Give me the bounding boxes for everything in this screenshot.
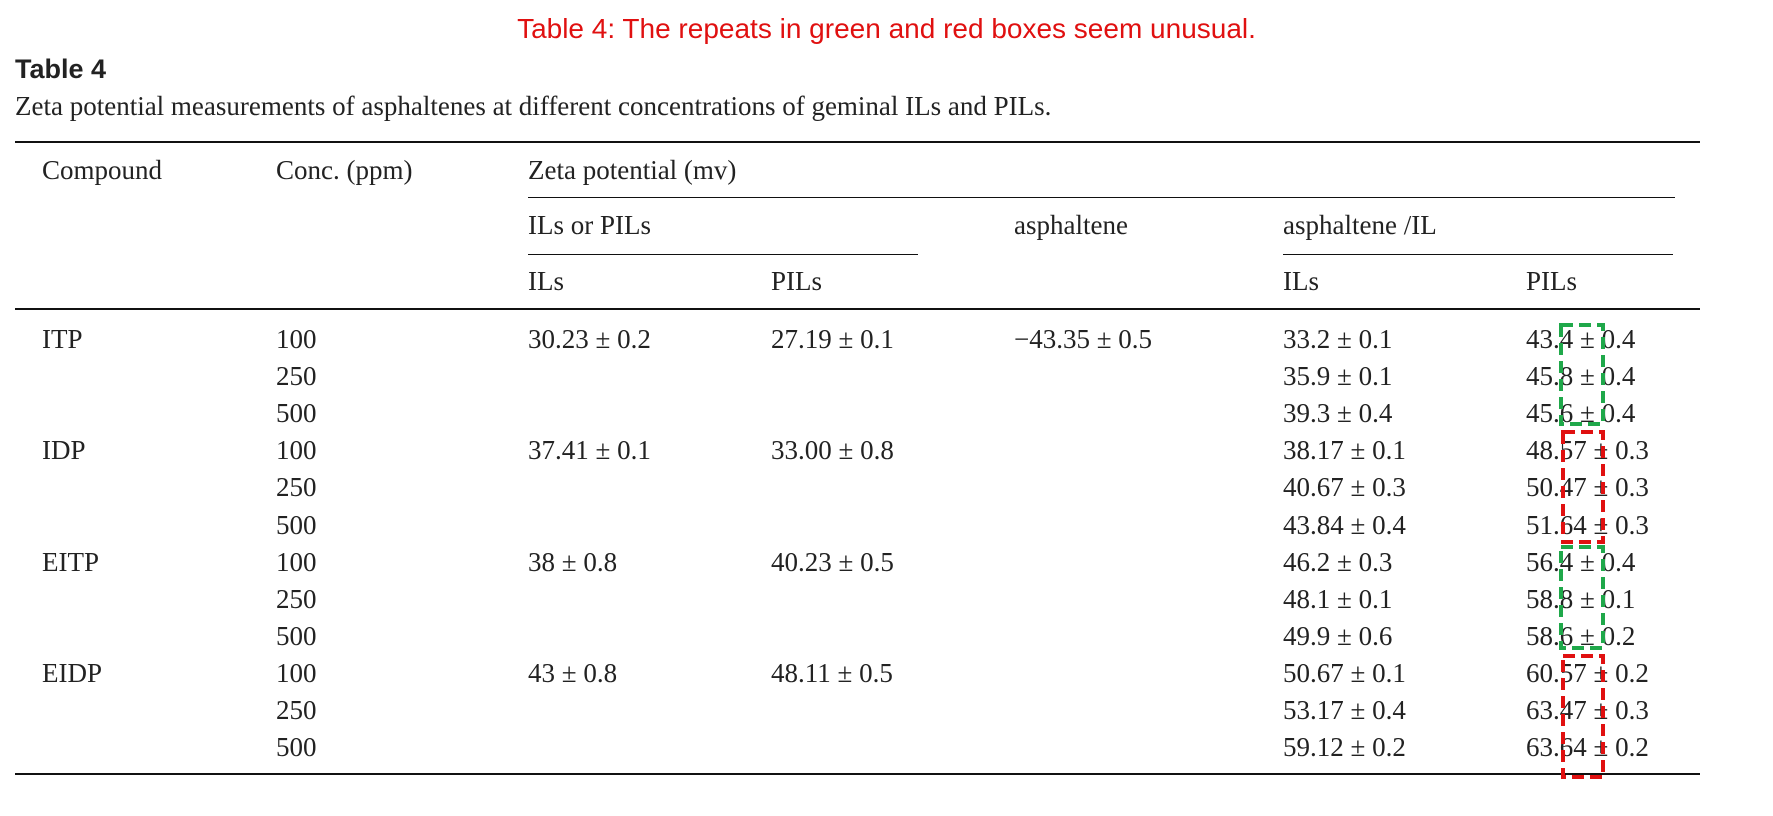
asphaltene-pil-value: 48.57 ± 0.3	[1526, 435, 1649, 466]
column-header: ILs	[1283, 266, 1319, 296]
header-rule	[528, 197, 1675, 198]
asphaltene-il-value: 49.9 ± 0.6	[1283, 620, 1393, 651]
compound: IDP	[42, 435, 86, 466]
asphaltene-pil-value: 63.64 ± 0.2	[1526, 732, 1649, 763]
concentration: 500	[276, 620, 317, 651]
concentration: 250	[276, 583, 317, 614]
ils-value: 37.41 ± 0.1	[528, 435, 651, 466]
concentration: 100	[276, 435, 317, 466]
pils-value: 40.23 ± 0.5	[771, 546, 894, 577]
pils-value: 27.19 ± 0.1	[771, 324, 894, 354]
asphaltene-pil-value: 60.57 ± 0.2	[1526, 657, 1649, 688]
pils-value: 33.00 ± 0.8	[771, 435, 894, 466]
asphaltene-pil-value: 58.6 ± 0.2	[1526, 620, 1636, 651]
column-header: Compound	[42, 155, 163, 185]
concentration: 100	[276, 324, 317, 354]
asphaltene-il-value: 38.17 ± 0.1	[1283, 435, 1406, 466]
ils-value: 30.23 ± 0.2	[528, 324, 651, 354]
top-rule	[15, 141, 1700, 143]
ils-value: 43 ± 0.8	[528, 657, 618, 688]
asphaltene-il-value: 43.84 ± 0.4	[1283, 509, 1406, 540]
red-box	[1561, 654, 1605, 779]
mid-rule	[15, 308, 1700, 310]
compound: ITP	[42, 324, 83, 354]
column-header: Conc. (ppm)	[276, 155, 413, 185]
ils-value: 38 ± 0.8	[528, 546, 618, 577]
concentration: 100	[276, 657, 317, 688]
concentration: 100	[276, 546, 317, 577]
asphaltene-il-value: 59.12 ± 0.2	[1283, 732, 1406, 763]
compound: EITP	[42, 546, 99, 577]
concentration: 500	[276, 398, 317, 429]
pils-value: 48.11 ± 0.5	[771, 657, 893, 688]
column-header: Zeta potential (mv)	[528, 155, 737, 185]
column-header: ILs	[528, 266, 564, 296]
compound: EIDP	[42, 657, 102, 688]
asphaltene-il-value: 40.67 ± 0.3	[1283, 472, 1406, 503]
asphaltene-pil-value: 56.4 ± 0.4	[1526, 546, 1636, 577]
concentration: 250	[276, 695, 317, 725]
asphaltene-pil-value: 63.47 ± 0.3	[1526, 695, 1649, 725]
asphaltene-pil-value: 58.8 ± 0.1	[1526, 583, 1636, 614]
asphaltene-il-value: 33.2 ± 0.1	[1283, 324, 1393, 354]
table-caption: Zeta potential measurements of asphalten…	[15, 91, 1052, 121]
asphaltene-pil-value: 45.8 ± 0.4	[1526, 361, 1636, 392]
annotation: Table 4: The repeats in green and red bo…	[517, 13, 1256, 44]
red-box	[1561, 430, 1605, 544]
column-header: asphaltene	[1014, 210, 1128, 240]
column-header: PILs	[1526, 266, 1578, 296]
column-header: asphaltene /IL	[1283, 210, 1437, 240]
green-box	[1559, 545, 1605, 650]
asphaltene-il-value: 39.3 ± 0.4	[1283, 398, 1393, 429]
table-title: Table 4	[15, 54, 107, 84]
concentration: 250	[276, 361, 317, 392]
header-rule	[528, 254, 918, 255]
header-rule	[1283, 254, 1673, 255]
asphaltene-il-value: 53.17 ± 0.4	[1283, 695, 1406, 725]
bottom-rule	[15, 773, 1700, 775]
asphaltene-pil-value: 43.4 ± 0.4	[1526, 324, 1636, 354]
concentration: 500	[276, 509, 317, 540]
asphaltene-il-value: 46.2 ± 0.3	[1283, 546, 1393, 577]
asphaltene-pil-value: 51.64 ± 0.3	[1526, 509, 1649, 540]
asphaltene-il-value: 50.67 ± 0.1	[1283, 657, 1406, 688]
asphaltene-pil-value: 50.47 ± 0.3	[1526, 472, 1649, 503]
column-header: PILs	[771, 266, 823, 296]
concentration: 250	[276, 472, 317, 503]
asphaltene-il-value: 35.9 ± 0.1	[1283, 361, 1393, 392]
column-header: ILs or PILs	[528, 210, 651, 240]
asphaltene-value: −43.35 ± 0.5	[1014, 324, 1153, 354]
green-box	[1559, 323, 1605, 426]
asphaltene-il-value: 48.1 ± 0.1	[1283, 583, 1393, 614]
concentration: 500	[276, 732, 317, 763]
